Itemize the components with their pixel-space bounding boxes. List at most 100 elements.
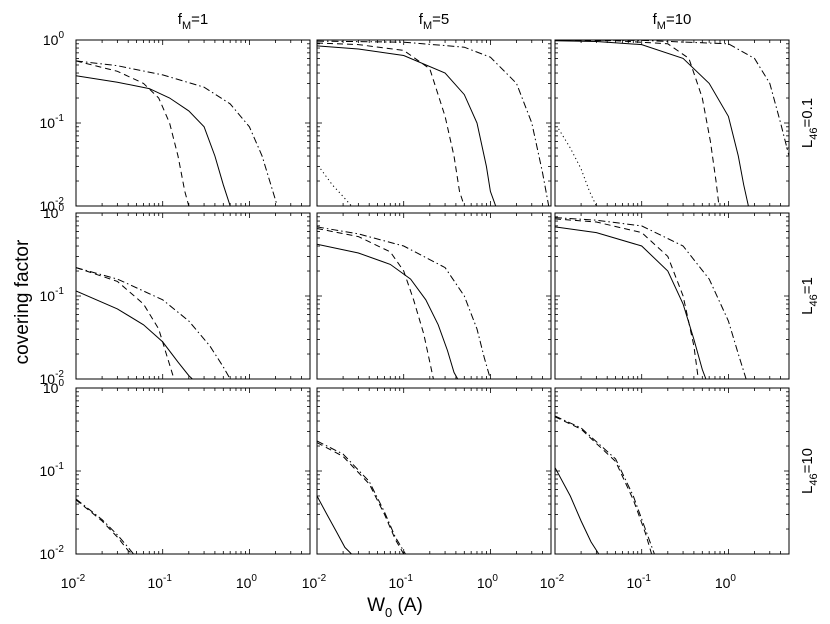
x-tick-label: 10-1: [147, 573, 172, 591]
tick-exponent: -2: [317, 573, 326, 584]
series-line-dashdot: [76, 267, 231, 379]
series-line-dashed: [317, 442, 405, 554]
panel-r3-c2: [316, 387, 552, 555]
y-tick-label: 100: [43, 203, 65, 221]
panel-r1-c2: [316, 39, 552, 207]
panel-frame: [75, 212, 311, 380]
x-tick-label: 10-1: [388, 573, 413, 591]
panel-frame: [554, 387, 790, 555]
tick-exponent: -1: [163, 573, 172, 584]
panel-r1-c1: [75, 39, 311, 207]
x-tick-label: 10-2: [540, 573, 565, 591]
tick-base: 10: [626, 575, 642, 591]
tick-exponent: 0: [58, 378, 64, 389]
y-tick-label: 100: [43, 30, 65, 48]
tick-exponent: 0: [58, 203, 64, 214]
column-title-1: fM=1: [178, 11, 208, 32]
panel-r3-c3: [554, 387, 790, 555]
tick-exponent: -2: [55, 369, 64, 380]
y-tick-label: 10-1: [40, 461, 65, 479]
tick-base: 10: [43, 205, 59, 221]
x-axis-title: W0 (A): [367, 595, 423, 620]
x-tick-label: 100: [236, 573, 258, 591]
tick-base: 10: [40, 115, 56, 131]
x-tick-label: 100: [715, 573, 737, 591]
series-line-dashed: [555, 218, 699, 379]
ticks: [75, 212, 311, 380]
panel-r3-c1: [75, 387, 311, 555]
tick-exponent: -2: [55, 196, 64, 207]
series-line-dashdot: [317, 440, 406, 554]
panel-frame: [75, 387, 311, 555]
series-line-dashdot: [76, 498, 134, 554]
series-line-dashed: [555, 416, 653, 554]
tick-exponent: -2: [55, 544, 64, 555]
tick-base: 10: [302, 575, 318, 591]
tick-base: 10: [40, 198, 56, 214]
tick-exponent: -1: [55, 286, 64, 297]
tick-exponent: 0: [492, 573, 498, 584]
series-line-solid: [76, 75, 231, 206]
x-tick-label: 100: [477, 573, 499, 591]
ticks: [316, 212, 552, 380]
x-tick-label: 10-1: [626, 573, 651, 591]
tick-base: 10: [147, 575, 163, 591]
series-line-dashed: [317, 42, 465, 206]
row-label-3: L46=10: [799, 448, 820, 494]
series-line-dashed: [317, 228, 434, 379]
series-line-dashdot: [317, 226, 491, 379]
y-tick-label: 10-2: [40, 369, 65, 387]
tick-exponent: 0: [730, 573, 736, 584]
panel-frame: [316, 212, 552, 380]
ticks: [75, 387, 311, 555]
tick-base: 10: [388, 575, 404, 591]
series-line-solid: [555, 467, 600, 554]
series-line-solid: [555, 40, 749, 206]
ticks: [554, 39, 790, 207]
tick-exponent: 0: [58, 30, 64, 41]
x-axis-title-unit: (A): [392, 595, 423, 616]
tick-base: 10: [40, 288, 56, 304]
ticks: [554, 212, 790, 380]
x-tick-label: 10-2: [302, 573, 327, 591]
column-title-3: fM=10: [653, 11, 692, 32]
panel-r1-c3: [554, 39, 790, 207]
series-line-dashdot: [555, 415, 655, 554]
series-line-dashed: [76, 60, 190, 206]
panel-frame: [75, 39, 311, 207]
series-line-dashdot: [317, 40, 550, 206]
tick-base: 10: [43, 380, 59, 396]
x-tick-label: 10-2: [61, 573, 86, 591]
tick-base: 10: [40, 463, 56, 479]
labels-layer: W0 (A) covering factor 10-210-110010-210…: [12, 11, 820, 620]
series-line-solid: [317, 45, 497, 206]
panels-layer: [75, 39, 790, 555]
series-line-solid: [317, 243, 459, 379]
series-line-dashdot: [76, 60, 278, 206]
series-line-solid: [555, 226, 707, 379]
tick-base: 10: [715, 575, 731, 591]
y-tick-label: 10-1: [40, 286, 65, 304]
panel-r2-c1: [75, 212, 311, 380]
series-line-dotted: [320, 168, 352, 206]
y-tick-label: 10-2: [40, 196, 65, 214]
series-line-dashed: [76, 267, 175, 379]
ticks: [316, 39, 552, 207]
panel-frame: [316, 39, 552, 207]
ticks: [75, 39, 311, 207]
y-tick-label: 100: [43, 378, 65, 396]
ticks: [316, 387, 552, 555]
panel-r2-c2: [316, 212, 552, 380]
series-line-dashdot: [555, 217, 747, 379]
series-line-solid: [317, 495, 352, 554]
tick-exponent: -2: [555, 573, 564, 584]
panel-r2-c3: [554, 212, 790, 380]
ticks: [554, 387, 790, 555]
tick-exponent: -1: [642, 573, 651, 584]
tick-base: 10: [43, 32, 59, 48]
tick-base: 10: [477, 575, 493, 591]
panel-frame: [554, 39, 790, 207]
tick-exponent: -1: [404, 573, 413, 584]
y-axis-title: covering factor: [12, 239, 33, 364]
tick-base: 10: [236, 575, 252, 591]
